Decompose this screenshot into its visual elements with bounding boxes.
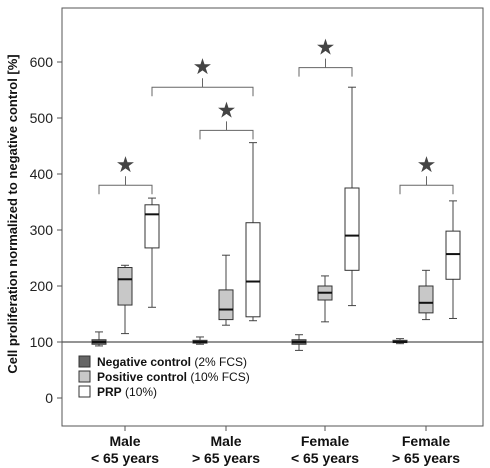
significance-brackets: ★★★★★: [98, 36, 454, 195]
significance-star: ★: [193, 55, 213, 80]
box-0-0: [91, 331, 107, 347]
x-tick-label-line2: > 65 years: [392, 450, 460, 466]
significance-bracket: [199, 129, 254, 140]
plot-frame: [61, 7, 484, 427]
box-1-2: [317, 275, 333, 323]
x-tick-label-line1: Female: [301, 433, 349, 449]
box-1-1: [218, 254, 234, 326]
legend-swatch: [78, 385, 91, 398]
legend-swatch: [78, 370, 91, 383]
box-2-0: [144, 197, 160, 308]
significance-bracket: [298, 67, 353, 77]
significance-0: ★: [98, 153, 153, 195]
x-tick-label-line1: Male: [109, 433, 140, 449]
box-1-0: [117, 264, 133, 335]
y-tick-label: 200: [30, 278, 54, 294]
box-2-1: [245, 142, 261, 322]
box-body: [144, 204, 160, 249]
x-tick-label-line2: < 65 years: [291, 450, 359, 466]
y-tick-label: 300: [30, 222, 54, 238]
box-0-2: [291, 334, 307, 351]
significance-3: ★: [298, 36, 353, 77]
significance-star: ★: [217, 98, 237, 123]
box-body: [218, 289, 234, 321]
y-tick-label: 400: [30, 166, 54, 182]
x-tick-label-line2: > 65 years: [192, 450, 260, 466]
box-body: [445, 230, 461, 280]
significance-star: ★: [116, 153, 136, 178]
x-tick-label-line1: Male: [210, 433, 241, 449]
box-body: [117, 267, 133, 306]
y-tick-label: 500: [30, 110, 54, 126]
box-2-3: [445, 200, 461, 319]
box-body: [418, 285, 434, 314]
box-2-2: [344, 86, 360, 307]
significance-star: ★: [316, 36, 336, 61]
y-tick-label: 600: [30, 54, 54, 70]
y-axis: 0 100 200 300 400 500 600: [30, 54, 62, 406]
box-0-1: [192, 336, 208, 345]
significance-bracket: [98, 184, 153, 195]
legend-entry: PRP (10%): [97, 385, 157, 399]
box-series: [91, 86, 461, 351]
legend-entry: Negative control (2% FCS): [97, 355, 247, 369]
box-1-3: [418, 269, 434, 321]
significance-4: ★: [399, 153, 454, 195]
significance-bracket: [399, 184, 454, 195]
legend-entry: Positive control (10% FCS): [97, 370, 250, 384]
significance-star: ★: [417, 153, 437, 178]
box-body: [245, 222, 261, 318]
y-tick-label: 0: [45, 390, 53, 406]
y-tick-label: 100: [30, 334, 54, 350]
y-axis-label: Cell proliferation normalized to negativ…: [5, 54, 20, 373]
significance-bracket: [151, 86, 254, 97]
legend: Negative control (2% FCS)Positive contro…: [78, 355, 250, 399]
x-tick-label-line1: Female: [402, 433, 450, 449]
legend-swatch: [78, 355, 91, 368]
box-0-3: [392, 338, 408, 345]
box-body: [344, 187, 360, 271]
x-tick-label-line2: < 65 years: [91, 450, 159, 466]
significance-1: ★: [151, 55, 254, 97]
significance-2: ★: [199, 98, 254, 140]
